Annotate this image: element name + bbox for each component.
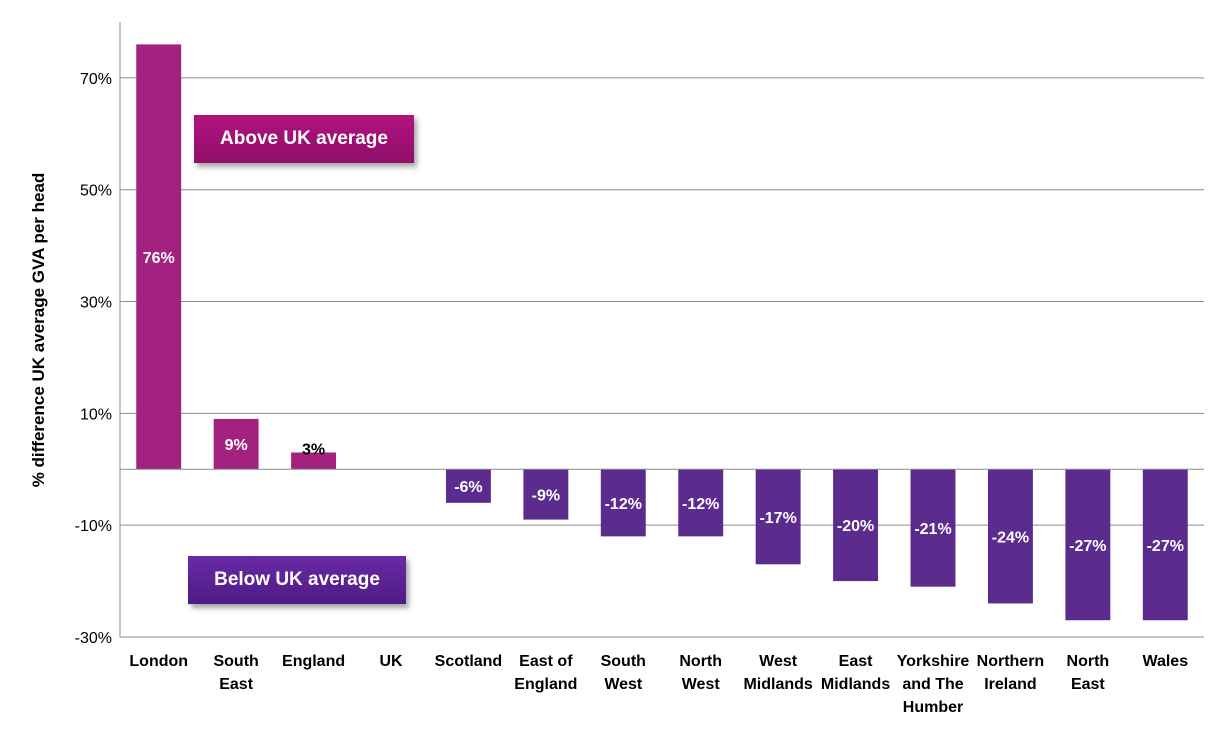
data-label: -17% (759, 510, 796, 527)
x-category-label: UK (379, 653, 403, 670)
data-label: -12% (682, 496, 719, 513)
bar (755, 469, 801, 565)
bar (910, 469, 956, 587)
bar (291, 452, 337, 470)
x-category-label: North East (1067, 653, 1110, 693)
bars (136, 44, 1188, 621)
gridlines (120, 77, 1204, 638)
bar (833, 469, 879, 582)
bar (213, 418, 259, 470)
x-category-label: Yorkshire and The Humber (897, 653, 970, 716)
x-category-label: South East (213, 653, 258, 693)
data-label: 9% (225, 437, 248, 454)
bar (1142, 469, 1188, 621)
y-tick-label: 10% (80, 406, 112, 423)
data-label: -20% (837, 518, 874, 535)
x-category-label: Northern Ireland (977, 653, 1045, 693)
y-tick-label: -30% (75, 630, 112, 647)
y-axis-label: % difference UK average GVA per head (29, 173, 48, 488)
data-label: -27% (1069, 538, 1106, 555)
x-category-label: East Midlands (821, 653, 890, 693)
x-category-label: East of England (514, 653, 577, 693)
bar (523, 469, 569, 520)
above-average-callout: Above UK average (194, 115, 414, 163)
x-category-label: North West (679, 653, 722, 693)
data-label: 3% (302, 442, 325, 459)
data-label: -27% (1147, 538, 1184, 555)
data-label: -9% (532, 487, 560, 504)
x-category-label: London (129, 653, 188, 670)
bar (136, 44, 182, 470)
x-category-label: West Midlands (743, 653, 812, 693)
y-tick-label: 30% (80, 295, 112, 312)
below-average-callout: Below UK average (188, 556, 406, 604)
y-tick-label: 50% (80, 183, 112, 200)
y-tick-label: -10% (75, 518, 112, 535)
x-category-label: England (282, 653, 345, 670)
axes (119, 22, 1204, 637)
y-tick-label: 70% (80, 71, 112, 88)
bar (1065, 469, 1111, 621)
data-label: -6% (454, 479, 482, 496)
bar (600, 469, 646, 537)
bar (678, 469, 724, 537)
bar (445, 469, 491, 503)
data-label: 76% (143, 250, 175, 267)
y-tick-labels: -30% -10% 10% 30% 50% 70% (75, 71, 112, 647)
data-label: -12% (605, 496, 642, 513)
data-label: -21% (914, 521, 951, 538)
x-category-label: South West (601, 653, 646, 693)
x-category-labels: London South East England UK Scotland East of E… (129, 653, 1188, 716)
x-category-label: Scotland (435, 653, 503, 670)
data-labels: 76% 9% 3% -6% -9% -12% -12% -17% -20% -21% -24% -27… (143, 250, 1184, 555)
data-label: -24% (992, 529, 1029, 546)
x-category-label: Wales (1142, 653, 1188, 670)
bar (987, 469, 1033, 604)
